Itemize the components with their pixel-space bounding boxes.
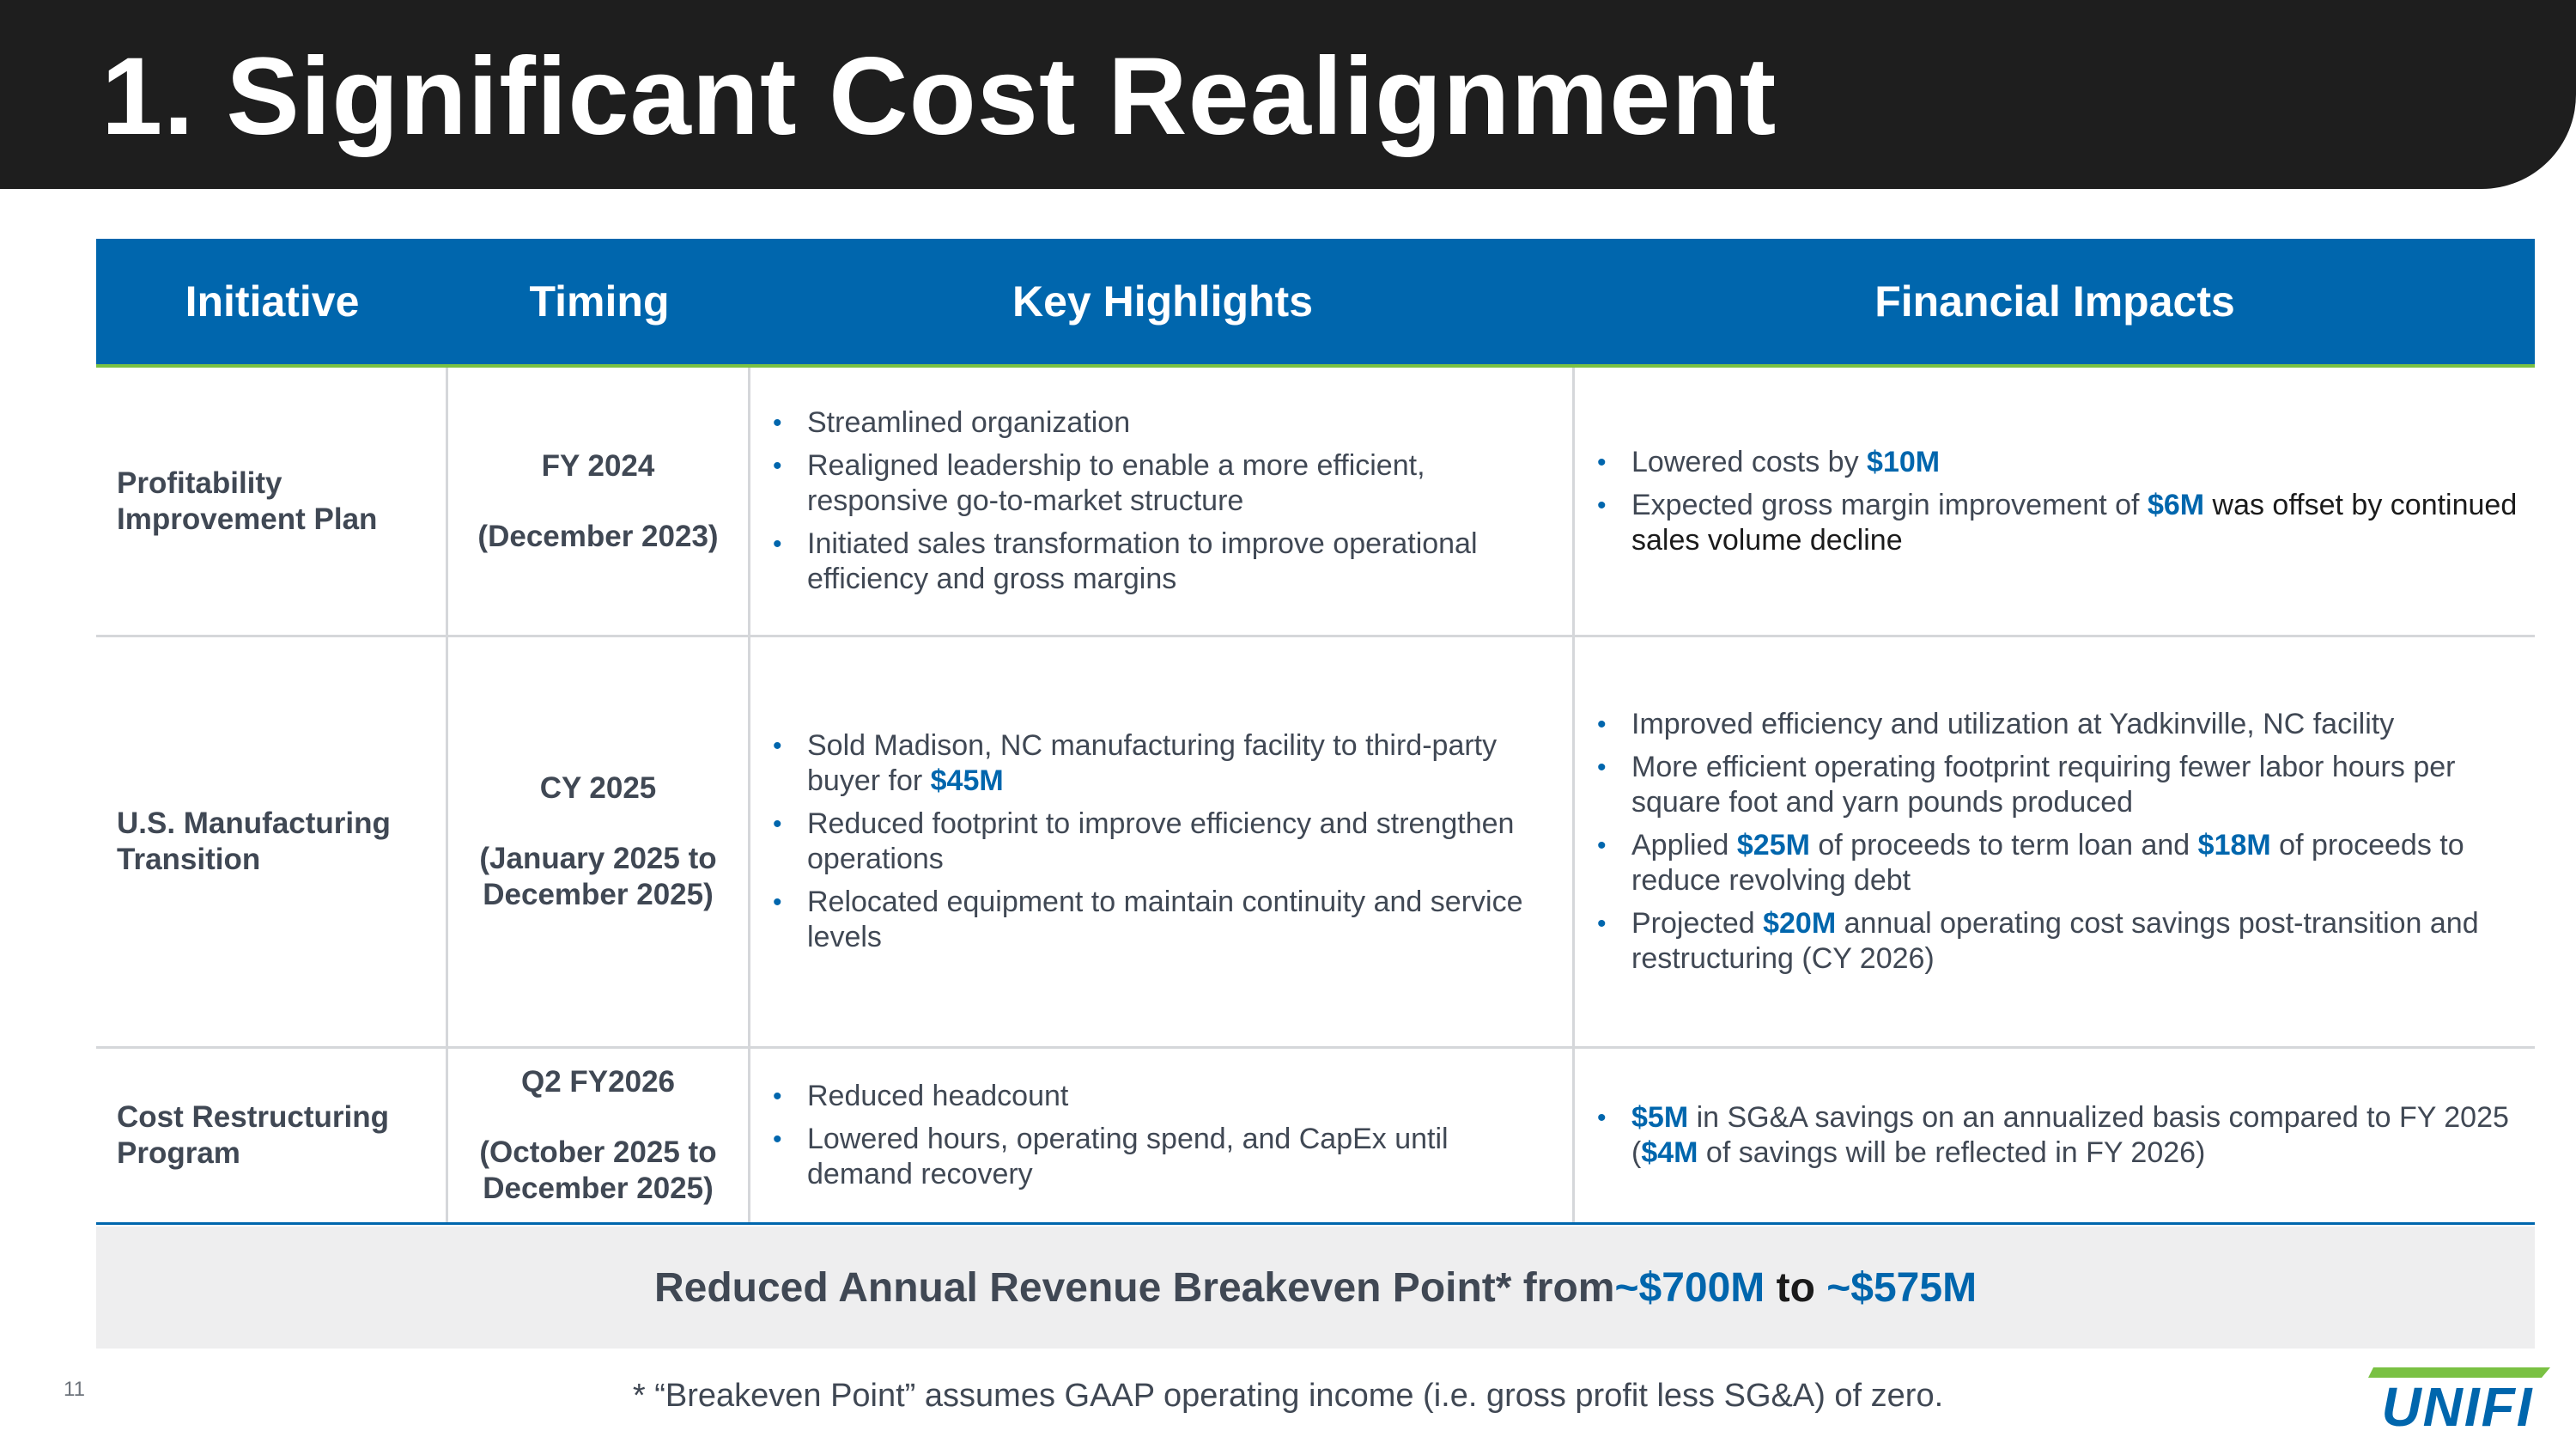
- timing-detail: (December 2023): [477, 519, 719, 553]
- cost-realignment-table: Initiative Timing Key Highlights Financi…: [96, 239, 2535, 1225]
- highlight-value: $4M: [1641, 1136, 1698, 1169]
- impacts-cell: Improved efficiency and utilization at Y…: [1575, 637, 2535, 1046]
- list-item: Initiated sales transformation to improv…: [771, 527, 1555, 597]
- highlight-value: $45M: [930, 764, 1004, 797]
- list-item: Projected $20M annual operating cost sav…: [1595, 906, 2518, 977]
- initiative-cell: Cost Restructuring Program: [96, 1049, 448, 1222]
- highlight-value: $10M: [1867, 445, 1941, 478]
- impacts-list: $5M in SG&A savings on an annualized bas…: [1575, 1100, 2535, 1171]
- impacts-cell: $5M in SG&A savings on an annualized bas…: [1575, 1049, 2535, 1222]
- table-row: Cost Restructuring Program Q2 FY2026 (Oc…: [96, 1049, 2535, 1225]
- list-item: More efficient operating footprint requi…: [1595, 750, 2518, 820]
- list-item: Applied $25M of proceeds to term loan an…: [1595, 828, 2518, 898]
- initiative-name: Improvement Plan: [117, 502, 378, 536]
- list-item: $5M in SG&A savings on an annualized bas…: [1595, 1100, 2518, 1171]
- page-title: 1. Significant Cost Realignment: [101, 35, 1777, 158]
- highlight-value: $18M: [2197, 829, 2271, 861]
- banner-to-value: ~$575M: [1826, 1264, 1978, 1311]
- list-item: Reduced headcount: [771, 1079, 1555, 1114]
- banner-prefix: Reduced Annual Revenue Breakeven Point* …: [653, 1264, 1615, 1311]
- timing-period: CY 2025: [539, 771, 657, 805]
- timing-detail: December 2025): [483, 1172, 714, 1205]
- highlights-cell: Sold Madison, NC manufacturing facility …: [750, 637, 1575, 1046]
- highlight-value: $6M: [2147, 488, 2205, 521]
- banner-connector: to: [1765, 1264, 1827, 1311]
- header-key-highlights: Key Highlights: [1012, 277, 1314, 326]
- timing-period: FY 2024: [541, 448, 655, 483]
- list-item: Reduced footprint to improve efficiency …: [771, 807, 1555, 877]
- highlights-cell: Reduced headcount Lowered hours, operati…: [750, 1049, 1575, 1222]
- unifi-logo: UNIFI: [2368, 1367, 2550, 1433]
- list-item: Expected gross margin improvement of $6M…: [1595, 488, 2518, 558]
- timing-cell: Q2 FY2026 (October 2025 to December 2025…: [448, 1049, 750, 1222]
- footnote: * “Breakeven Point” assumes GAAP operati…: [632, 1378, 1944, 1414]
- list-item: Lowered hours, operating spend, and CapE…: [771, 1122, 1555, 1192]
- list-item: Improved efficiency and utilization at Y…: [1595, 707, 2518, 742]
- highlights-list: Streamlined organization Realigned leade…: [750, 405, 1572, 597]
- banner-from-value: ~$700M: [1614, 1264, 1765, 1311]
- timing-detail: (October 2025 to: [479, 1135, 717, 1169]
- initiative-cell: Profitability Improvement Plan: [96, 368, 448, 635]
- highlights-list: Sold Madison, NC manufacturing facility …: [750, 728, 1572, 955]
- highlight-value: $25M: [1736, 829, 1810, 861]
- table-row: U.S. Manufacturing Transition CY 2025 (J…: [96, 637, 2535, 1049]
- impacts-cell: Lowered costs by $10M Expected gross mar…: [1575, 368, 2535, 635]
- logo-text: UNIFI: [2381, 1376, 2533, 1433]
- table-row: Profitability Improvement Plan FY 2024 (…: [96, 368, 2535, 637]
- timing-detail: December 2025): [483, 878, 714, 911]
- header-timing: Timing: [529, 277, 670, 326]
- impacts-list: Improved efficiency and utilization at Y…: [1575, 707, 2535, 977]
- breakeven-banner: Reduced Annual Revenue Breakeven Point* …: [96, 1227, 2535, 1349]
- highlight-value: $5M: [1631, 1101, 1689, 1134]
- highlights-list: Reduced headcount Lowered hours, operati…: [750, 1079, 1572, 1192]
- list-item: Sold Madison, NC manufacturing facility …: [771, 728, 1555, 799]
- initiative-cell: U.S. Manufacturing Transition: [96, 637, 448, 1046]
- highlights-cell: Streamlined organization Realigned leade…: [750, 368, 1575, 635]
- table-header-row: Initiative Timing Key Highlights Financi…: [96, 239, 2535, 368]
- list-item: Relocated equipment to maintain continui…: [771, 885, 1555, 955]
- list-item: Streamlined organization: [771, 405, 1555, 441]
- timing-cell: CY 2025 (January 2025 to December 2025): [448, 637, 750, 1046]
- timing-period: Q2 FY2026: [521, 1065, 675, 1099]
- initiative-name: Program: [117, 1136, 240, 1170]
- list-item: Realigned leadership to enable a more ef…: [771, 448, 1555, 519]
- initiative-name: Cost Restructuring: [117, 1100, 389, 1134]
- list-item: Lowered costs by $10M: [1595, 445, 2518, 480]
- header-financial-impacts: Financial Impacts: [1874, 277, 2235, 326]
- page-number: 11: [64, 1378, 85, 1401]
- initiative-name: Profitability: [117, 466, 283, 500]
- header-initiative: Initiative: [185, 277, 360, 326]
- timing-detail: (January 2025 to: [479, 842, 717, 875]
- highlight-value: $20M: [1763, 907, 1837, 940]
- timing-cell: FY 2024 (December 2023): [448, 368, 750, 635]
- impacts-list: Lowered costs by $10M Expected gross mar…: [1575, 445, 2535, 558]
- initiative-name: Transition: [117, 843, 261, 876]
- initiative-name: U.S. Manufacturing: [117, 807, 391, 840]
- title-bar: 1. Significant Cost Realignment: [0, 0, 2576, 189]
